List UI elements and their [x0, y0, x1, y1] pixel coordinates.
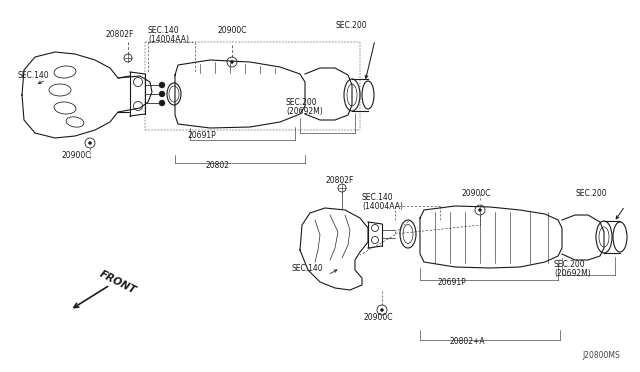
Text: SEC.200: SEC.200 — [336, 21, 367, 30]
Text: 20900C: 20900C — [218, 26, 248, 35]
Text: FRONT: FRONT — [98, 269, 138, 295]
Text: SEC.200: SEC.200 — [554, 260, 586, 269]
Text: J20800MS: J20800MS — [582, 351, 620, 360]
Text: SEC.200: SEC.200 — [286, 98, 317, 107]
Circle shape — [230, 61, 234, 64]
Text: (14004AA): (14004AA) — [148, 35, 189, 44]
Circle shape — [159, 100, 165, 106]
Text: 20900C: 20900C — [462, 189, 492, 198]
Text: (20692M): (20692M) — [554, 269, 591, 278]
Circle shape — [159, 82, 165, 88]
Text: 20802: 20802 — [205, 161, 229, 170]
Text: (20692M): (20692M) — [286, 107, 323, 116]
Circle shape — [381, 308, 383, 311]
Text: 20691P: 20691P — [438, 278, 467, 287]
Text: SEC.140: SEC.140 — [362, 193, 394, 202]
Circle shape — [159, 91, 165, 97]
Text: SEC.140: SEC.140 — [148, 26, 180, 35]
Text: 20691P: 20691P — [188, 131, 217, 140]
Text: (14004AA): (14004AA) — [362, 202, 403, 211]
Text: 20900C: 20900C — [62, 151, 92, 160]
Text: SEC.140: SEC.140 — [292, 264, 324, 273]
Text: SEC.200: SEC.200 — [576, 189, 607, 198]
Text: 20802F: 20802F — [105, 30, 133, 39]
Text: 20802+A: 20802+A — [450, 337, 486, 346]
Text: 20802F: 20802F — [325, 176, 353, 185]
Text: SEC.140: SEC.140 — [18, 71, 50, 80]
Text: 20900C: 20900C — [364, 313, 394, 322]
Circle shape — [88, 141, 92, 144]
Circle shape — [479, 208, 481, 212]
